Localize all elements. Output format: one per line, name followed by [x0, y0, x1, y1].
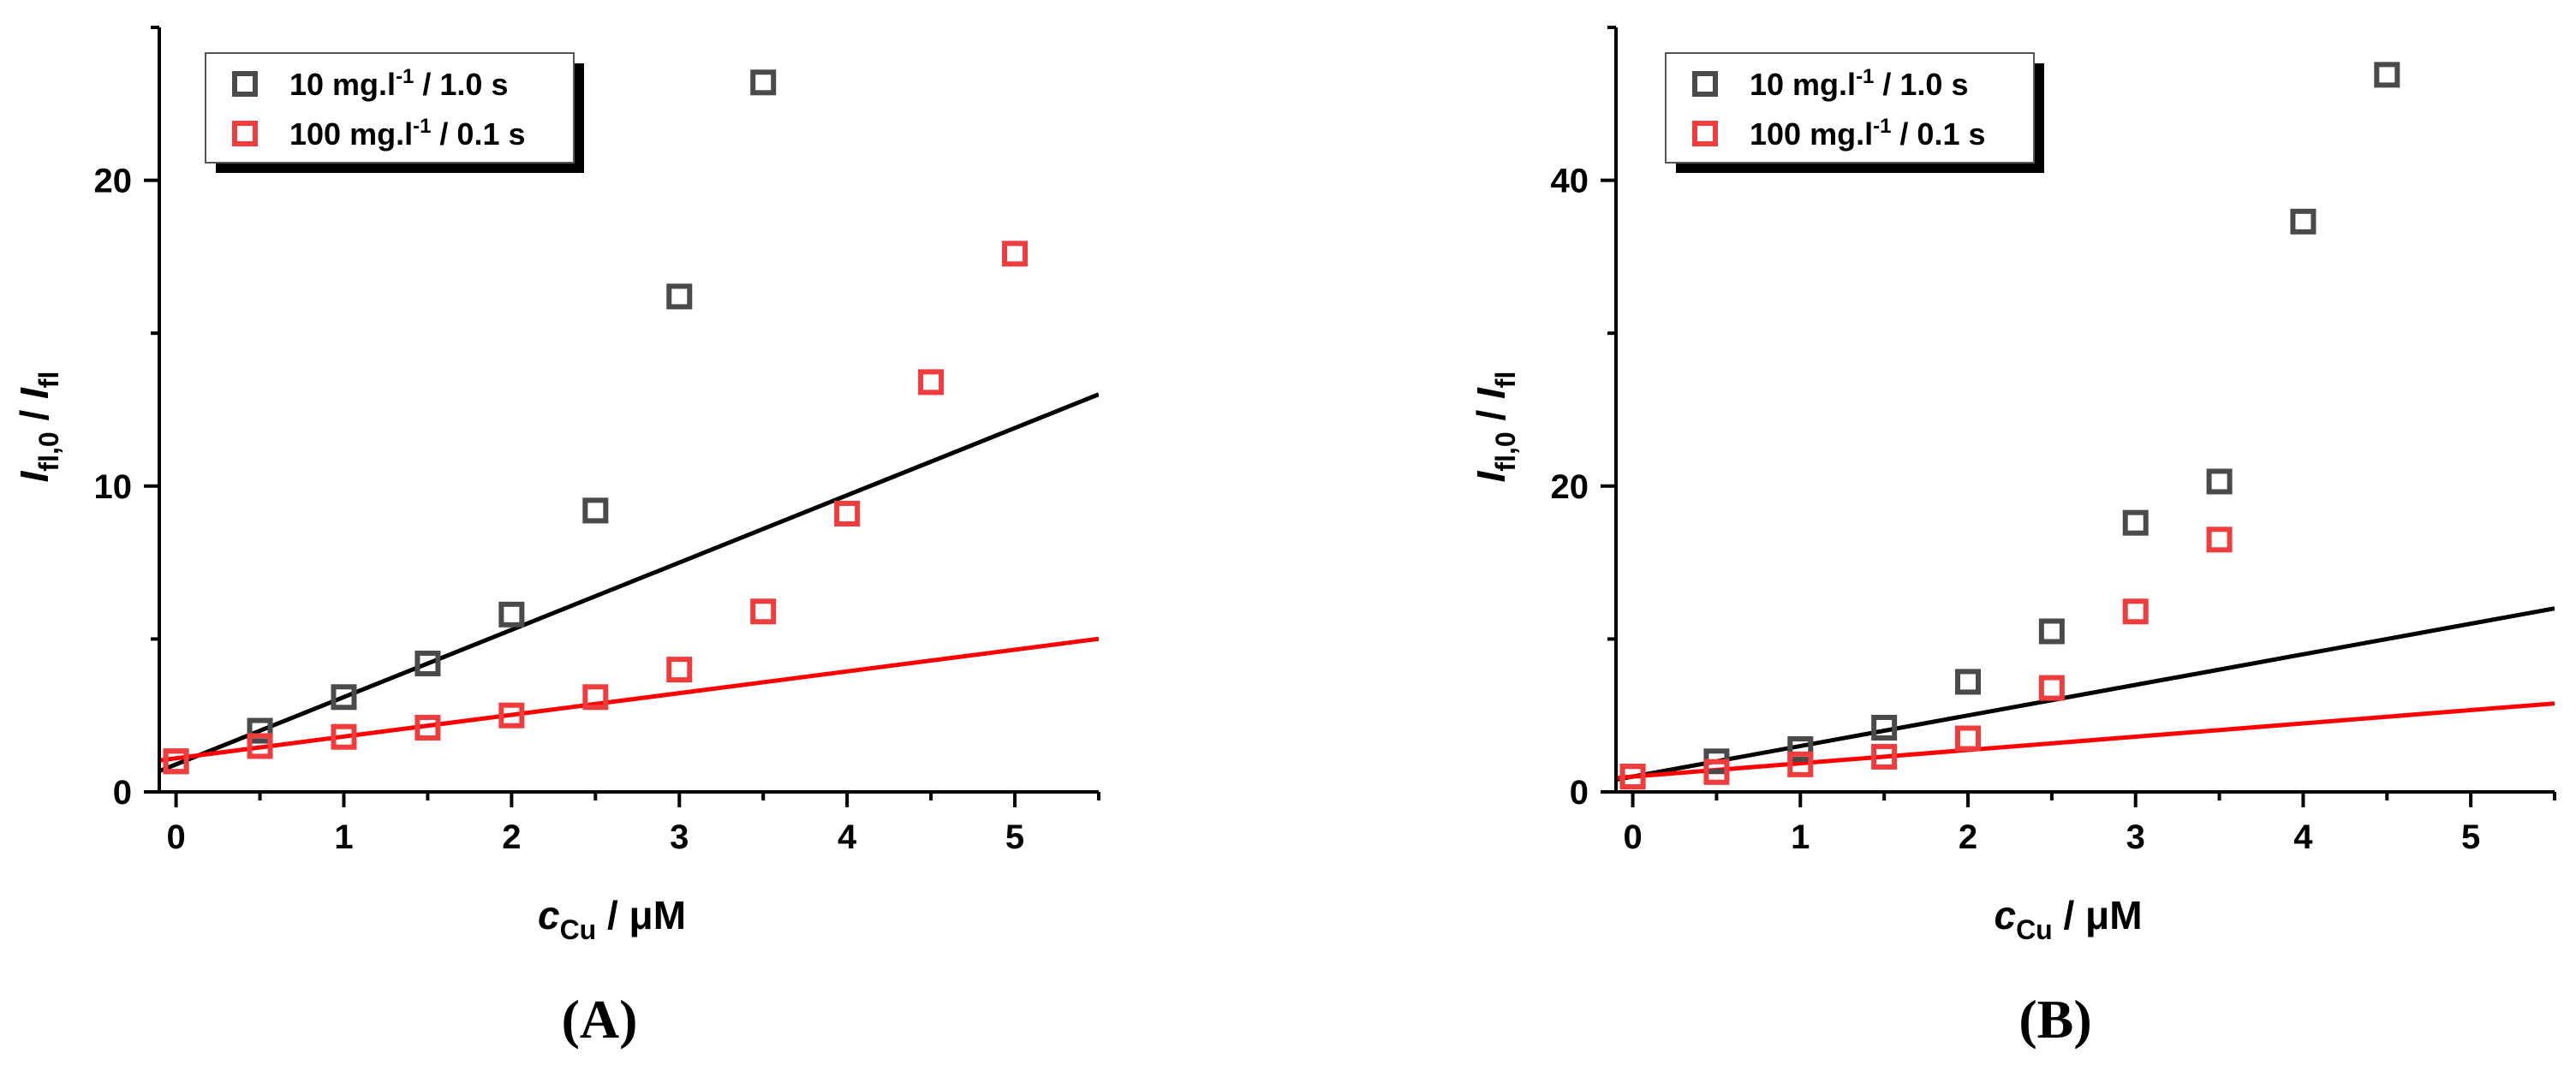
x-tick-label: 3 — [2126, 818, 2145, 856]
x-tick-label: 5 — [1005, 818, 1024, 856]
x-tick-label: 5 — [2461, 818, 2480, 856]
chart-panel-a: 0 1 2 3 4 5 0 10 20 cCu / μM Ifl,0 / Ifl 10 mg.l-1 … — [12, 26, 1100, 1050]
x-tick-label: 1 — [1791, 818, 1810, 856]
data-point-red — [163, 748, 189, 775]
y-tick-label: 0 — [1570, 774, 1589, 812]
y-tick-label: 0 — [113, 774, 132, 812]
y-axis-title: Ifl,0 / Ifl — [1469, 372, 1521, 483]
data-point-red — [247, 733, 273, 759]
data-point-black — [2206, 468, 2233, 495]
panel-label: (A) — [562, 989, 638, 1050]
legend: 10 mg.l-1 / 1.0 s 100 mg.l-1 / 0.1 s — [1665, 52, 2044, 173]
data-point-black — [1787, 735, 1814, 762]
legend-label: 10 mg.l-1 / 1.0 s — [289, 65, 508, 102]
legend-marker-black — [1692, 71, 1718, 97]
y-axis-title: Ifl,0 / Ifl — [12, 372, 64, 483]
data-point-red — [331, 723, 357, 750]
fit-line-black — [1616, 606, 2555, 782]
legend-label: 100 mg.l-1 / 0.1 s — [289, 115, 526, 152]
data-point-black — [414, 650, 441, 676]
data-point-red — [2122, 598, 2149, 625]
data-point-red — [1703, 759, 1730, 785]
y-tick-label: 20 — [94, 163, 133, 200]
panel-label: (B) — [2018, 989, 2091, 1050]
legend: 10 mg.l-1 / 1.0 s 100 mg.l-1 / 0.1 s — [205, 52, 584, 173]
data-point-black — [1955, 669, 1981, 695]
x-axis-title: cCu / μM — [538, 893, 686, 945]
legend-label: 100 mg.l-1 / 0.1 s — [1750, 115, 1986, 152]
data-point-black — [498, 601, 525, 628]
x-tick-label: 4 — [838, 818, 857, 856]
x-tick-label: 0 — [166, 818, 185, 856]
chart-panel-b: 0 1 2 3 4 5 0 20 40 cCu / μM Ifl,0 / Ifl 10 mg.l-1 … — [1469, 26, 2556, 1050]
fit-line-red — [1616, 701, 2555, 781]
y-tick-label: 40 — [1551, 163, 1589, 200]
data-point-red — [1002, 241, 1029, 267]
fit-line-red — [159, 636, 1099, 763]
x-tick-label: 0 — [1623, 818, 1642, 856]
data-point-red — [750, 598, 777, 625]
x-tick-label: 4 — [2293, 818, 2313, 856]
data-point-black — [2290, 208, 2317, 235]
x-tick-label: 2 — [1959, 818, 1977, 856]
data-point-red — [498, 702, 525, 729]
legend-marker-red — [1692, 121, 1718, 146]
data-point-red — [2206, 527, 2233, 553]
data-point-black — [2374, 62, 2400, 88]
data-point-black — [247, 717, 273, 744]
x-tick-label: 2 — [502, 818, 521, 856]
legend-label: 10 mg.l-1 / 1.0 s — [1750, 65, 1968, 102]
x-axis-title: cCu / μM — [1994, 893, 2142, 945]
data-point-red — [1619, 764, 1646, 790]
data-point-red — [666, 657, 693, 683]
data-point-black — [666, 283, 693, 310]
data-point-black — [2122, 509, 2149, 536]
data-point-red — [582, 684, 609, 711]
legend-box — [205, 52, 575, 164]
data-point-black — [331, 684, 357, 711]
legend-marker-black — [232, 71, 258, 97]
legend-box — [1665, 52, 2035, 164]
y-tick-label: 10 — [94, 468, 133, 506]
data-point-red — [414, 714, 441, 741]
legend-marker-red — [232, 121, 258, 146]
data-point-black — [2038, 618, 2065, 645]
fit-line-black — [159, 392, 1099, 774]
x-tick-label: 3 — [670, 818, 689, 856]
x-tick-label: 1 — [334, 818, 353, 856]
data-point-red — [1787, 751, 1814, 777]
data-point-black — [582, 497, 609, 524]
data-point-red — [834, 500, 861, 527]
data-point-black — [750, 69, 777, 96]
data-point-black — [1871, 714, 1898, 741]
y-tick-label: 20 — [1551, 468, 1589, 506]
data-point-red — [918, 369, 945, 396]
data-point-red — [1955, 725, 1981, 752]
data-point-red — [2038, 675, 2065, 701]
data-point-red — [1871, 743, 1898, 770]
